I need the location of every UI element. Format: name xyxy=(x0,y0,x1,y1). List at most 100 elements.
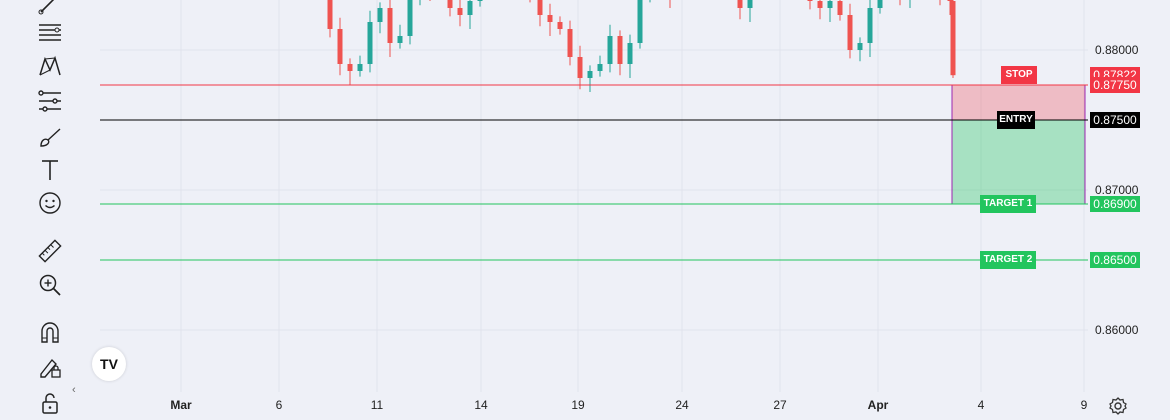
candle xyxy=(607,24,613,73)
lock-drawing-icon[interactable] xyxy=(30,352,70,382)
candle-body xyxy=(377,8,383,22)
candle xyxy=(877,0,883,14)
emoji-icon[interactable] xyxy=(30,188,70,218)
candle-body xyxy=(827,1,833,8)
candle xyxy=(827,0,833,22)
candle xyxy=(337,17,343,76)
candle xyxy=(367,10,373,73)
magnet-icon[interactable] xyxy=(30,318,70,348)
tradingview-logo: TV xyxy=(92,347,126,381)
target-1-price-tag: 0.86900 xyxy=(1090,196,1140,212)
candle xyxy=(950,0,956,78)
candle-body xyxy=(337,29,343,64)
candle xyxy=(637,0,643,49)
candle-body xyxy=(357,64,363,71)
candle xyxy=(557,16,563,35)
pattern-tool-icon[interactable] xyxy=(30,52,70,82)
collapse-toolbar-chevron-icon[interactable]: ‹ xyxy=(72,384,76,396)
candle-body xyxy=(627,43,633,64)
candle-body xyxy=(547,15,553,22)
candle xyxy=(669,0,671,8)
candle xyxy=(807,0,813,10)
brush-tool-icon[interactable] xyxy=(30,122,70,152)
candle xyxy=(447,0,453,17)
candle xyxy=(847,3,853,59)
candle-body xyxy=(857,43,863,50)
candle xyxy=(429,0,431,1)
candle xyxy=(467,0,473,29)
candle xyxy=(419,0,421,6)
candle xyxy=(939,0,941,6)
fib-retracement-icon[interactable] xyxy=(30,18,70,48)
candle-body xyxy=(537,0,543,15)
candle-body xyxy=(947,0,953,1)
stop-price-tag: 0.87750 xyxy=(1090,77,1140,93)
candle-body xyxy=(607,36,613,64)
time-tick-label: 27 xyxy=(773,398,787,412)
candle-body xyxy=(817,1,823,8)
candle xyxy=(837,0,843,21)
candle-body xyxy=(467,1,473,15)
candle-body xyxy=(587,71,593,78)
prediction-tool-icon[interactable] xyxy=(30,86,70,116)
candle xyxy=(857,37,863,62)
settings-gear-icon[interactable] xyxy=(1108,396,1128,416)
time-tick-label: 9 xyxy=(1080,398,1088,412)
candle-body xyxy=(567,29,573,57)
candle xyxy=(737,0,743,20)
candle-body xyxy=(950,1,956,76)
chart-grid xyxy=(100,0,1088,392)
candle xyxy=(899,0,901,6)
target-2-price-tag: 0.86500 xyxy=(1090,252,1140,268)
candle-body xyxy=(637,0,643,43)
candle-body xyxy=(847,15,853,50)
candle-body xyxy=(867,8,873,43)
zoom-in-icon[interactable] xyxy=(30,270,70,300)
stop-label-tag[interactable]: STOP xyxy=(1001,65,1037,84)
candle xyxy=(567,20,573,66)
price-levels xyxy=(100,84,1088,261)
candle-body xyxy=(807,0,813,1)
ruler-icon[interactable] xyxy=(30,236,70,266)
position-zones xyxy=(951,84,1086,205)
candle-body xyxy=(617,36,623,64)
time-tick-label: 19 xyxy=(571,398,585,412)
candle xyxy=(537,0,543,27)
candle xyxy=(327,0,333,38)
text-tool-icon[interactable] xyxy=(30,155,70,185)
candle xyxy=(407,0,413,45)
price-tick-label: 0.87000 xyxy=(1095,183,1139,197)
candle-body xyxy=(557,22,563,29)
trendline-tool-icon[interactable] xyxy=(30,0,70,18)
candle-body xyxy=(397,36,403,43)
candle xyxy=(347,58,353,85)
candle xyxy=(627,34,633,78)
drawing-toolbar: ‹ xyxy=(0,0,100,420)
candle-body xyxy=(837,1,843,15)
candle-body xyxy=(877,0,883,8)
candle-body xyxy=(597,64,603,71)
candle xyxy=(457,0,463,27)
candle xyxy=(909,0,911,8)
candle xyxy=(867,0,873,57)
candlestick-series xyxy=(327,0,956,92)
target-zone xyxy=(952,120,1085,204)
price-tick-label: 0.88000 xyxy=(1095,43,1139,57)
candle-body xyxy=(447,0,453,8)
candle xyxy=(477,0,483,7)
candle xyxy=(577,45,583,90)
lock-icon[interactable] xyxy=(30,388,70,418)
candle xyxy=(947,0,953,15)
entry-label-tag[interactable]: ENTRY xyxy=(997,111,1035,129)
time-tick-label: 14 xyxy=(474,398,488,412)
candle-body xyxy=(457,8,463,15)
target-1-label-tag[interactable]: TARGET 1 xyxy=(980,195,1036,213)
time-tick-label: 4 xyxy=(977,398,985,412)
target-2-label-tag[interactable]: TARGET 2 xyxy=(980,251,1036,269)
time-tick-label: 6 xyxy=(275,398,283,412)
candle-body xyxy=(327,0,333,29)
candle-body xyxy=(737,0,743,8)
time-tick-label: Mar xyxy=(170,398,192,412)
time-tick-label: 11 xyxy=(370,398,384,412)
